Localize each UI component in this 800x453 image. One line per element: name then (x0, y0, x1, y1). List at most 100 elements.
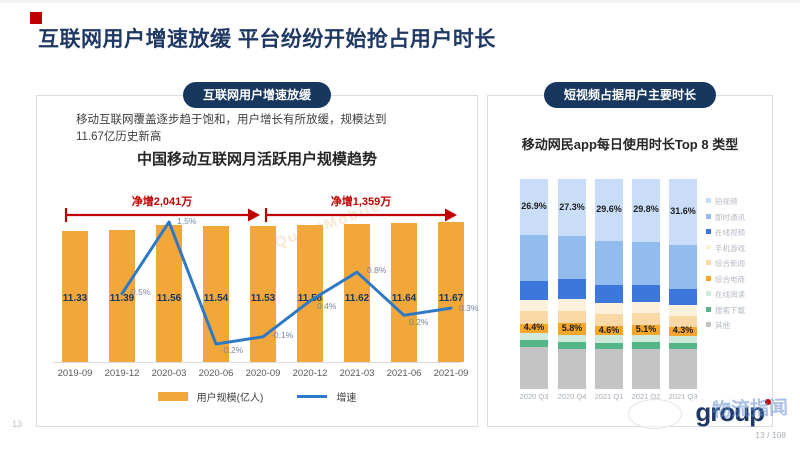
segment-value-label: 5.1% (635, 323, 657, 334)
logo-red-dot-icon (765, 399, 771, 405)
segment-value-label: 4.3% (672, 325, 694, 336)
legend-label: 在线阅读 (715, 290, 745, 299)
segment-value-label: 29.6% (596, 204, 622, 215)
title-accent-square (30, 12, 42, 24)
legend-marker-icon (706, 260, 711, 265)
bar-user-scale (62, 231, 88, 362)
stack-segment (558, 279, 586, 300)
description-line-2: 11.67亿历史新高 (76, 130, 162, 143)
legend-marker-icon (706, 244, 711, 250)
legend-label: 综合新闻 (715, 259, 745, 268)
growth-point-label: -0.1% (271, 329, 294, 340)
legend-marker-icon (706, 322, 711, 327)
legend-label: 其他 (715, 321, 730, 330)
x-axis-label: 2021-03 (339, 368, 375, 379)
x-axis-line (53, 362, 461, 363)
x-axis-label: 2020-12 (292, 368, 328, 379)
legend-marker-icon (706, 291, 711, 296)
legend-marker-icon (706, 275, 711, 281)
stack-segment (558, 322, 586, 335)
app-usage-stacked-chart: 26.9% 4.4% 2020 Q3 27.3% 5.8% 2020 Q4 29.6% 4.6… (488, 96, 772, 426)
legend-label: 搜索下载 (715, 305, 745, 315)
slide-title: 互联网用户增速放缓 平台纷纷开始抢占用户时长 (38, 28, 496, 51)
stack-segment (520, 332, 548, 341)
bar-value-label: 11.33 (62, 293, 88, 304)
stack-segment (595, 179, 623, 242)
x-axis-label: 2020-03 (151, 368, 187, 379)
legend-label: 综合电商 (715, 274, 745, 284)
legend-label-0: 用户规模(亿人) (196, 393, 264, 404)
stack-segment (669, 326, 697, 336)
x-axis-label: 2019-12 (104, 368, 140, 379)
stack-segment (520, 179, 548, 236)
x-axis-label: 2020-06 (198, 368, 234, 379)
segment-value-label: 26.9% (521, 201, 547, 212)
growth-point-label: 0.3% (459, 303, 479, 314)
growth-point-label: 0.4% (317, 300, 337, 311)
bar-value-label: 11.54 (203, 293, 229, 304)
legend-label: 短视频 (715, 197, 738, 206)
stack-segment (669, 342, 697, 350)
description-line-1: 移动互联网覆盖逐步趋于饱和，用户增长有所放缓，规模达到 (76, 114, 387, 126)
left-panel-mau-trend: 互联网用户增速放缓 移动互联网覆盖逐步趋于饱和，用户增长有所放缓，规模达到 11… (36, 82, 479, 427)
stack-segment (595, 303, 623, 315)
left-panel-description: 移动互联网覆盖逐步趋于饱和，用户增长有所放缓，规模达到 11.67亿历史新高 (76, 112, 446, 145)
growth-point-label: 1.5% (177, 215, 197, 226)
stack-segment (520, 280, 548, 300)
stack-segment (558, 349, 586, 389)
legend-bar-swatch (157, 392, 188, 401)
legend-label-1: 增速 (336, 393, 357, 404)
legend-label: 手机游戏 (715, 243, 745, 253)
legend-marker-icon (706, 198, 711, 203)
x-axis-label: 2021 Q2 (631, 392, 661, 401)
stack-segment (669, 179, 697, 246)
stack-segment (520, 311, 548, 324)
stack-segment (632, 241, 660, 285)
stack-segment (669, 289, 697, 306)
segment-value-label: 4.4% (523, 322, 545, 333)
legend-label: 在线视频 (715, 228, 745, 237)
legend-marker-icon (706, 229, 711, 234)
page-counter: 13 / 108 (755, 430, 786, 440)
stack-segment (632, 324, 660, 336)
stack-segment (520, 235, 548, 281)
segment-value-label: 4.6% (598, 324, 620, 335)
growth-point-label: 0.5% (131, 286, 151, 297)
stack-segment (632, 349, 660, 389)
stack-segment (520, 299, 548, 312)
growth-point-label: 0.8% (367, 265, 387, 276)
x-axis-label: 2019-09 (57, 368, 93, 379)
left-chart-title: 中国移动互联网月活跃用户规模趋势 (136, 151, 377, 168)
stack-segment (558, 236, 586, 280)
right-chart-title: 移动网民app每日使用时长Top 8 类型 (521, 137, 739, 152)
growth-point-label: -0.2% (221, 345, 244, 355)
right-panel-badge: 短视频占据用户主要时长 (543, 82, 717, 108)
stack-segment (595, 342, 623, 350)
legend-marker-icon (706, 213, 711, 219)
cloud-stamp-shape (628, 399, 682, 429)
bar-value-label: 11.64 (391, 293, 417, 304)
stack-segment (595, 335, 623, 343)
stack-segment (632, 179, 660, 242)
x-axis-label: 2021 Q3 (668, 392, 698, 401)
stack-segment (669, 335, 697, 343)
segment-value-label: 27.3% (559, 201, 585, 212)
x-axis-label: 2020-09 (245, 368, 281, 379)
stack-segment (632, 335, 660, 343)
stack-segment (558, 310, 586, 323)
bar-value-label: 11.56 (156, 293, 182, 304)
stack-segment (669, 316, 697, 327)
stack-segment (669, 349, 697, 389)
stack-segment (669, 305, 697, 317)
stack-segment (520, 347, 548, 389)
stack-segment (632, 313, 660, 325)
mau-trend-chart: 11.33 2019-09 11.39 2019-12 11.56 2020-03 11.5… (37, 96, 479, 426)
segment-value-label: 5.8% (561, 322, 583, 333)
bar-value-label: 11.62 (344, 293, 370, 304)
x-axis-label: 2021-09 (433, 368, 469, 379)
left-panel-badge: 互联网用户增速放缓 (182, 82, 332, 108)
group-logo: group (695, 397, 771, 428)
right-panel-app-usage: 短视频占据用户主要时长 移动网民app每日使用时长Top 8 类型 26.9% 4… (487, 82, 773, 427)
x-axis-label: 2020 Q4 (557, 392, 587, 401)
